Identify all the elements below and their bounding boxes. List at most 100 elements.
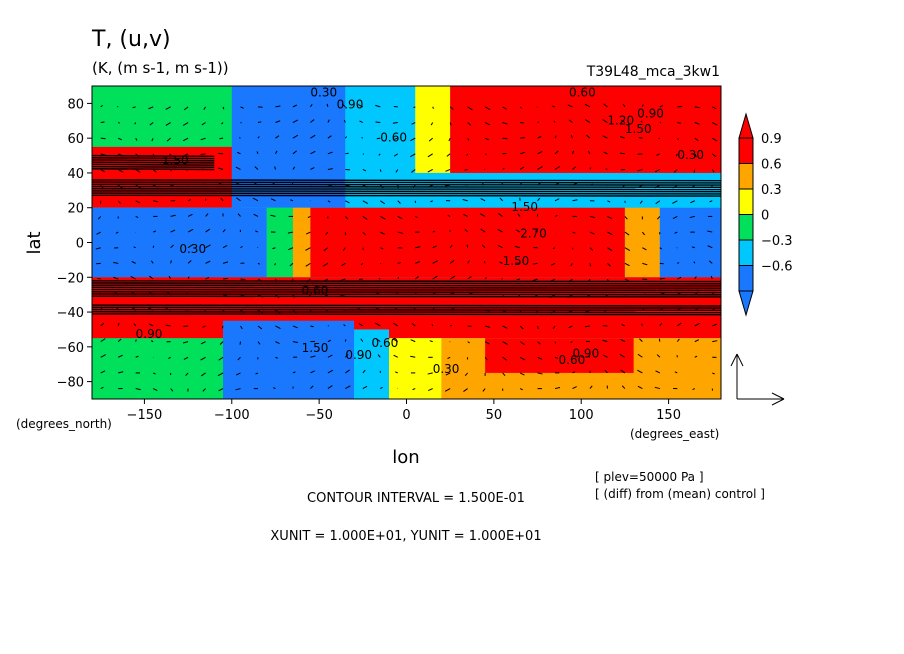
wind-vector bbox=[502, 356, 508, 361]
wind-vector bbox=[484, 277, 488, 280]
wind-vector bbox=[222, 309, 225, 313]
y-tick-label: 0 bbox=[76, 237, 84, 252]
wind-vector bbox=[392, 322, 399, 327]
wind-vector bbox=[375, 104, 381, 108]
jet-streak-line bbox=[91, 190, 722, 193]
wind-vector bbox=[712, 340, 718, 343]
wind-vector bbox=[710, 275, 713, 280]
wind-vector bbox=[376, 292, 381, 296]
wind-vector bbox=[310, 355, 316, 358]
field-cell bbox=[415, 86, 451, 173]
jet-streak-line bbox=[91, 185, 722, 189]
wind-vector bbox=[694, 322, 700, 327]
wind-vector bbox=[288, 247, 294, 251]
wind-vector bbox=[310, 119, 315, 123]
wind-vector bbox=[694, 153, 697, 157]
wind-vector bbox=[187, 244, 193, 249]
colorbar: 0.9 0.6 0.3 0 −0.3 −0.6 bbox=[738, 112, 793, 317]
wind-vector bbox=[707, 230, 713, 233]
field-cell bbox=[292, 207, 311, 278]
wind-vector bbox=[397, 231, 403, 234]
wind-vector bbox=[240, 325, 243, 330]
wind-vector bbox=[222, 106, 225, 110]
wind-vector bbox=[117, 169, 124, 173]
jet-streak-line bbox=[91, 192, 722, 195]
wind-vector bbox=[550, 309, 556, 314]
wind-vector bbox=[150, 260, 154, 264]
colorbar-label: 0.6 bbox=[761, 158, 782, 173]
wind-vector bbox=[447, 356, 451, 359]
wind-vector bbox=[519, 325, 524, 330]
field-cell bbox=[511, 94, 721, 165]
wind-vector bbox=[131, 261, 136, 264]
wind-vector bbox=[219, 137, 224, 140]
wind-vector bbox=[619, 354, 626, 358]
wind-vector bbox=[620, 119, 626, 123]
chart-subtitle: (K, (m s-1, m s-1)) bbox=[92, 59, 229, 77]
wind-vector bbox=[327, 168, 333, 170]
wind-vector bbox=[202, 388, 206, 392]
wind-vector bbox=[152, 230, 157, 233]
wind-vector bbox=[275, 105, 281, 108]
wind-vector bbox=[358, 323, 364, 327]
wind-vector bbox=[340, 294, 346, 296]
wind-vector bbox=[607, 247, 613, 252]
jet-streak-line bbox=[91, 293, 722, 296]
wind-vector bbox=[118, 122, 120, 124]
jet-streak-line bbox=[91, 288, 722, 292]
wind-vector bbox=[130, 276, 136, 280]
wind-vector bbox=[572, 199, 578, 202]
wind-vector bbox=[638, 184, 643, 188]
wind-vector bbox=[624, 247, 631, 252]
field-cell bbox=[485, 338, 634, 373]
wind-vector bbox=[135, 137, 138, 141]
wind-vector bbox=[397, 185, 399, 189]
wind-vector bbox=[427, 153, 433, 158]
contour-label: 0.90 bbox=[345, 348, 372, 362]
wind-vector bbox=[414, 276, 419, 280]
jet-streak-line bbox=[91, 159, 215, 162]
wind-vector bbox=[378, 153, 381, 156]
contour-label: 1.50 bbox=[625, 122, 652, 136]
wind-vector bbox=[554, 182, 561, 186]
wind-vector bbox=[659, 277, 665, 280]
wind-vector bbox=[99, 292, 102, 295]
wind-vector bbox=[637, 168, 643, 172]
wind-vector bbox=[118, 371, 124, 374]
wind-vector bbox=[327, 385, 333, 389]
wind-vector bbox=[345, 184, 351, 187]
wind-vector bbox=[467, 106, 473, 111]
wind-vector bbox=[292, 150, 297, 155]
wind-vector bbox=[217, 372, 224, 377]
wind-vector bbox=[310, 370, 315, 374]
wind-vector bbox=[118, 354, 123, 358]
wind-vector bbox=[589, 263, 592, 267]
field-cell bbox=[345, 86, 416, 191]
wind-vector bbox=[97, 216, 102, 220]
wind-vector bbox=[517, 213, 521, 217]
wind-vector bbox=[467, 292, 473, 296]
jet-streak-line bbox=[91, 165, 215, 169]
wind-vector bbox=[535, 310, 538, 314]
wind-vector bbox=[292, 119, 299, 123]
jet-streak-line bbox=[91, 187, 722, 191]
jet-streak-line bbox=[91, 291, 722, 294]
wind-vector bbox=[323, 247, 329, 252]
wind-vector bbox=[237, 356, 241, 361]
wind-vector bbox=[584, 103, 591, 108]
wind-vector bbox=[100, 184, 104, 189]
wind-vector bbox=[308, 294, 311, 298]
wind-vector bbox=[379, 184, 384, 189]
wind-vector bbox=[166, 291, 171, 296]
wind-vector bbox=[482, 388, 486, 392]
wind-vector bbox=[642, 308, 645, 311]
wind-vector bbox=[202, 325, 206, 328]
wind-vector bbox=[117, 322, 120, 327]
wind-vector bbox=[711, 169, 715, 173]
wind-vector bbox=[449, 324, 453, 327]
jet-streak-line bbox=[91, 168, 215, 171]
wind-vector bbox=[322, 278, 329, 282]
wind-vector bbox=[326, 103, 329, 107]
wind-vector bbox=[135, 339, 137, 342]
wind-vector bbox=[584, 119, 591, 123]
